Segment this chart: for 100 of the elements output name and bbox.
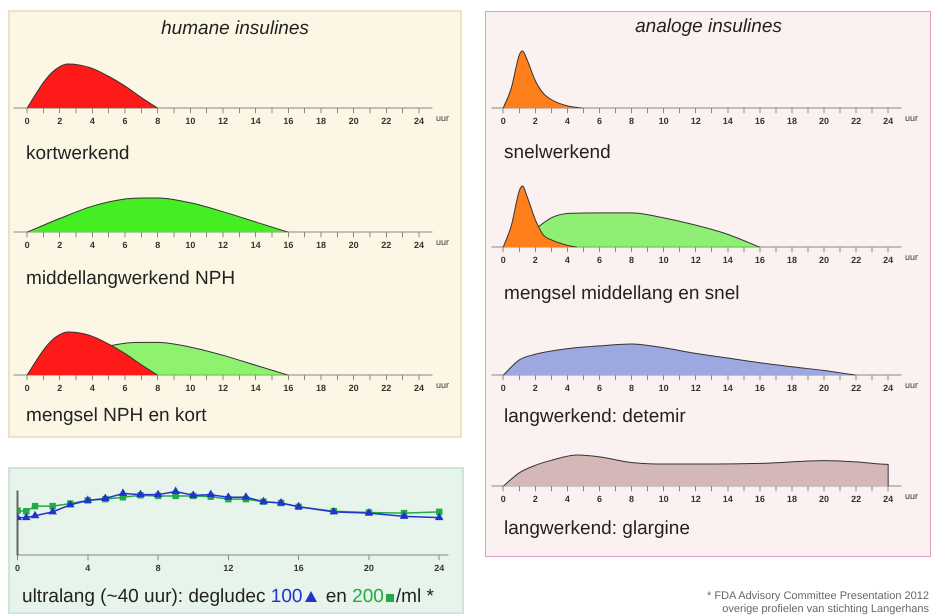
- x-tick-label: 4: [564, 494, 570, 504]
- x-tick-label: 18: [786, 255, 797, 266]
- x-tick-label: 14: [722, 116, 733, 126]
- x-tick-label: 20: [348, 383, 359, 394]
- x-tick-label: 2: [57, 116, 62, 126]
- x-axis-title: uur: [436, 380, 450, 390]
- x-tick-label: 24: [883, 383, 894, 394]
- legend-label: 200: [352, 586, 384, 607]
- x-tick-label: 4: [564, 116, 570, 126]
- x-tick-label: 0: [14, 563, 20, 574]
- x-tick-label: 20: [819, 116, 830, 126]
- x-tick-label: 8: [156, 563, 161, 574]
- x-tick-label: 4: [90, 240, 95, 250]
- x-tick-label: 8: [629, 383, 634, 394]
- x-tick-label: 4: [564, 383, 570, 394]
- x-tick-label: 16: [754, 255, 765, 266]
- x-tick-label: 14: [722, 494, 733, 504]
- x-tick-label: 22: [851, 116, 862, 126]
- x-tick-label: 6: [122, 383, 128, 394]
- x-tick-label: 12: [218, 383, 228, 394]
- text: /ml *: [396, 586, 434, 607]
- x-tick-label: 16: [283, 240, 294, 250]
- x-tick-label: 20: [364, 563, 374, 574]
- x-tick-label: 16: [294, 563, 304, 574]
- x-tick-label: 16: [754, 494, 765, 504]
- x-tick-label: 14: [722, 255, 733, 266]
- x-tick-label: 10: [185, 240, 196, 250]
- x-tick-label: 14: [250, 116, 261, 126]
- text: mengsel middellang en snel: [504, 283, 740, 305]
- x-tick-label: 18: [786, 494, 797, 504]
- x-tick-label: 20: [819, 383, 830, 394]
- x-tick-label: 2: [532, 494, 538, 504]
- text: ultralang (~40 uur): degludec: [22, 586, 266, 607]
- x-tick-label: 14: [250, 240, 261, 250]
- x-tick-label: 18: [786, 116, 797, 126]
- x-tick-label: 0: [24, 383, 30, 394]
- x-tick-label: 22: [381, 240, 392, 250]
- text: langwerkend: detemir: [504, 406, 686, 428]
- x-tick-label: 6: [122, 116, 128, 126]
- x-tick-label: 24: [883, 116, 894, 126]
- x-tick-label: 24: [414, 383, 424, 394]
- x-tick-label: 22: [381, 383, 392, 394]
- x-tick-label: 8: [629, 255, 634, 266]
- x-tick-label: 10: [658, 494, 669, 504]
- x-tick-label: 22: [851, 255, 862, 266]
- x-tick-label: 20: [819, 255, 830, 266]
- legend-label: 100: [270, 586, 302, 607]
- x-tick-label: 6: [122, 240, 128, 250]
- x-tick-label: 6: [596, 116, 602, 126]
- x-tick-label: 0: [500, 255, 506, 266]
- x-tick-label: 20: [348, 240, 359, 250]
- x-tick-label: 22: [381, 116, 392, 126]
- x-tick-label: 16: [754, 116, 765, 126]
- x-axis-title: uur: [905, 252, 918, 262]
- x-tick-label: 16: [754, 383, 765, 394]
- x-tick-label: 12: [690, 116, 701, 126]
- x-tick-label: 24: [883, 255, 894, 266]
- x-tick-label: 22: [851, 494, 862, 504]
- text: humane insulines: [160, 18, 310, 40]
- x-tick-label: 16: [283, 383, 294, 394]
- x-axis-title: uur: [905, 113, 918, 124]
- x-tick-label: 24: [434, 563, 444, 574]
- x-tick-label: 24: [883, 494, 894, 504]
- x-tick-label: 6: [596, 383, 602, 394]
- x-axis-title: uur: [905, 380, 918, 390]
- x-tick-label: 0: [500, 383, 506, 394]
- x-tick-label: 12: [690, 383, 701, 394]
- x-tick-label: 0: [24, 116, 30, 126]
- x-tick-label: 18: [786, 383, 797, 394]
- x-tick-label: 12: [690, 255, 701, 266]
- x-tick-label: 18: [316, 240, 326, 250]
- x-tick-label: 24: [414, 116, 424, 126]
- x-tick-label: 0: [500, 494, 506, 504]
- x-tick-label: 8: [629, 494, 634, 504]
- x-tick-label: 10: [658, 116, 669, 126]
- x-tick-label: 20: [348, 116, 359, 126]
- x-tick-label: 10: [658, 255, 669, 266]
- text: * FDA Advisory Committee Presentation 2012: [707, 590, 929, 603]
- x-tick-label: 24: [414, 240, 424, 250]
- x-axis-title: uur: [905, 491, 918, 502]
- x-axis-title: uur: [436, 237, 450, 248]
- x-tick-label: 2: [57, 383, 62, 394]
- text: mengsel NPH en kort: [26, 405, 207, 427]
- x-tick-label: 8: [155, 116, 160, 126]
- x-tick-label: 20: [819, 494, 830, 504]
- x-tick-label: 8: [155, 240, 160, 250]
- x-tick-label: 16: [283, 116, 294, 126]
- x-tick-label: 2: [532, 383, 538, 394]
- text: analoge insulines: [634, 16, 783, 38]
- x-axis-title: uur: [436, 113, 450, 124]
- x-tick-label: 4: [85, 563, 90, 574]
- x-tick-label: 8: [629, 116, 634, 126]
- x-tick-label: 4: [90, 383, 95, 394]
- x-tick-label: 12: [218, 116, 228, 126]
- x-tick-label: 22: [851, 383, 862, 394]
- x-tick-label: 6: [596, 255, 602, 266]
- x-tick-label: 12: [690, 494, 701, 504]
- text: middellangwerkend NPH: [26, 268, 236, 290]
- x-tick-label: 10: [185, 116, 196, 126]
- x-tick-label: 2: [532, 255, 538, 266]
